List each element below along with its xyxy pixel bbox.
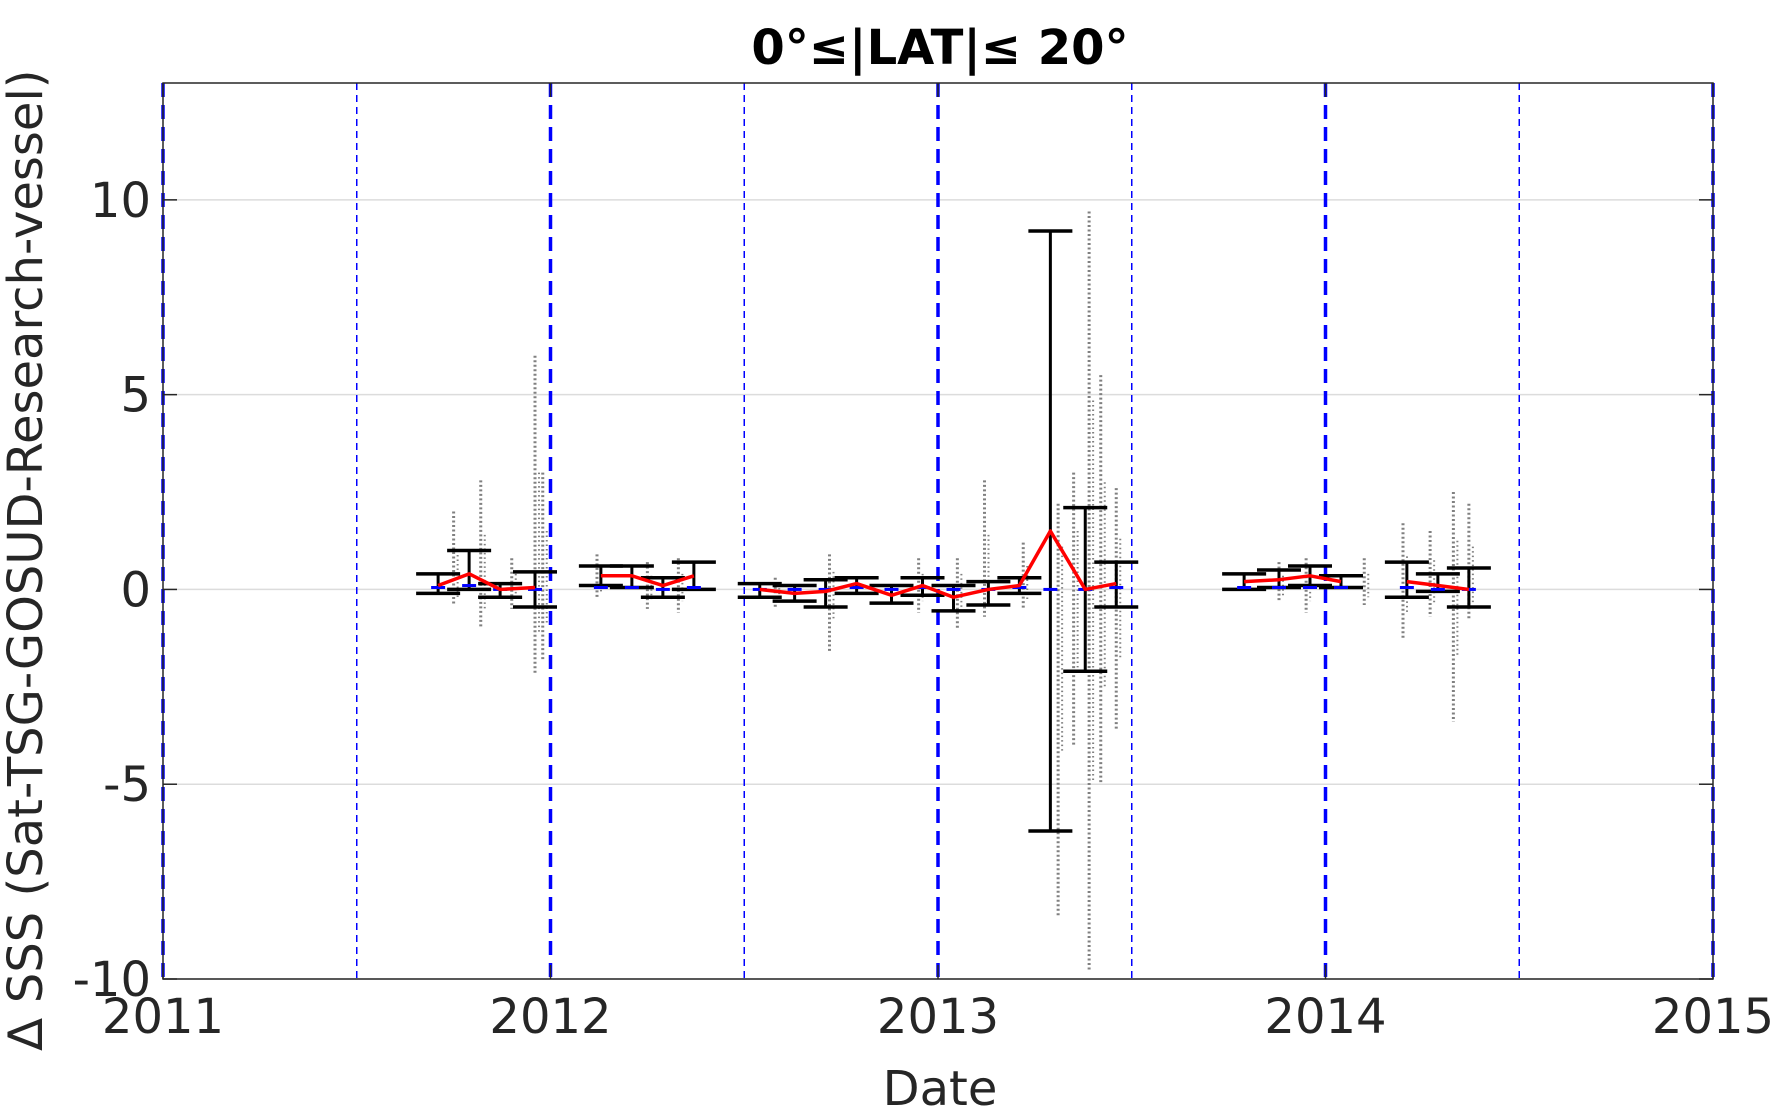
x-tick-label: 2012 [489,989,611,1045]
chart-title: 0°≤|LAT|≤ 20° [751,20,1128,76]
x-tick-label: 2015 [1652,989,1774,1045]
x-tick-label: 2013 [877,989,999,1045]
mean-line [1244,574,1342,584]
y-tick-label: 10 [90,173,151,229]
mean-line [1406,579,1470,592]
mean-line [600,574,695,588]
x-axis-label: Date [883,1061,998,1112]
mean-line [759,529,1117,599]
y-tick-label: -10 [73,952,151,1008]
y-tick-label: -5 [103,757,151,813]
x-tick-label: 2011 [102,989,224,1045]
mean-line [437,572,536,592]
x-tick-label: 2014 [1264,989,1386,1045]
y-tick-label: 5 [120,368,151,424]
y-axis-label: ∆ SSS (Sat-TSG-GOSUD-Research-vessel) [0,69,54,1051]
y-tick-label: 0 [120,562,151,618]
